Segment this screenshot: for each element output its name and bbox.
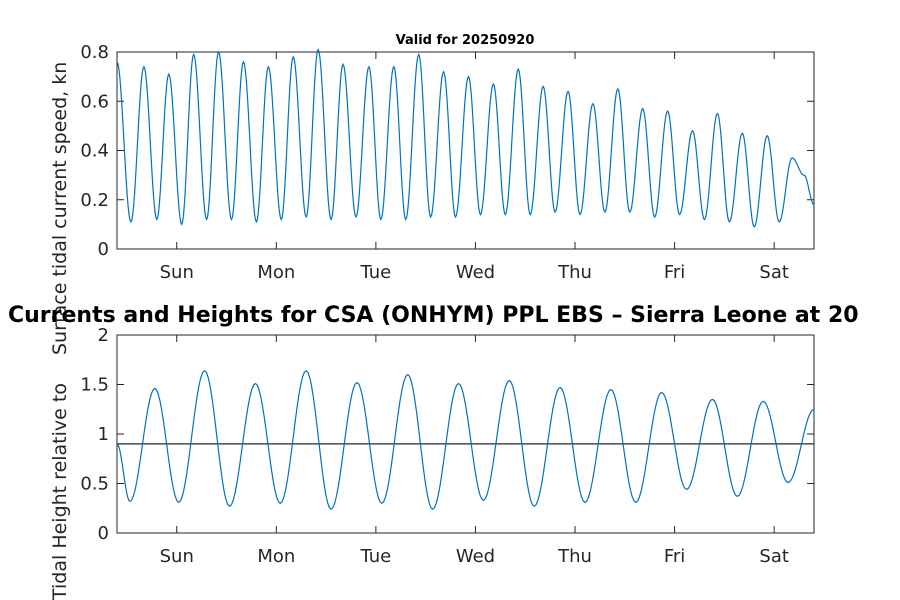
current-y-ticks: 0 0.2 0.4 0.6 0.8 — [80, 42, 814, 260]
height-x-tick-label: Mon — [257, 546, 295, 567]
height-axes-box — [116, 334, 815, 534]
height-y-tick-label: 0 — [98, 523, 109, 544]
current-panel-title: Valid for 20250920 — [396, 33, 535, 48]
current-y-tick-label: 0 — [98, 239, 109, 260]
current-y-tick-label: 0.8 — [80, 42, 109, 63]
height-x-tick-label: Wed — [456, 546, 495, 567]
height-y-tick-label: 1.5 — [80, 375, 109, 396]
height-y-axis-label: Tidal Height relative to — [49, 383, 71, 600]
current-axes-box — [116, 51, 815, 250]
current-x-tick-label: Mon — [257, 262, 295, 283]
current-x-ticks: Sun Mon Tue Wed Thu Fri Sat — [160, 52, 789, 283]
height-y-tick-label: 0.5 — [80, 474, 109, 495]
current-y-axis-label: Surface tidal current speed, kn — [49, 62, 71, 355]
current-x-tick-label: Fri — [664, 262, 685, 283]
figure-main-title: Currents and Heights for CSA (ONHYM) PPL… — [8, 303, 859, 328]
current-x-tick-label: Wed — [456, 262, 495, 283]
current-speed-line — [116, 47, 815, 228]
current-y-tick-label: 0.4 — [80, 141, 109, 162]
current-y-tick-label: 0.6 — [80, 91, 109, 112]
height-y-tick-label: 2 — [98, 325, 109, 346]
height-x-tick-label: Tue — [360, 546, 392, 567]
tidal-height-line — [116, 369, 815, 511]
height-x-ticks: Sun Mon Tue Wed Thu Fri Sat — [160, 335, 789, 567]
height-y-tick-label: 1 — [98, 424, 109, 445]
current-x-tick-label: Thu — [557, 262, 592, 283]
height-x-tick-label: Fri — [664, 546, 685, 567]
current-x-tick-label: Tue — [360, 262, 392, 283]
height-y-ticks: 0 0.5 1 1.5 2 — [80, 325, 814, 544]
height-x-tick-label: Sat — [759, 546, 789, 567]
height-x-tick-label: Thu — [557, 546, 592, 567]
tidal-height-panel: 0 0.5 1 1.5 2 Sun Mon Tue Wed Thu Fri Sat — [80, 325, 815, 567]
height-x-tick-label: Sun — [160, 546, 194, 567]
current-x-tick-label: Sun — [160, 262, 194, 283]
current-y-tick-label: 0.2 — [80, 190, 109, 211]
current-speed-panel: Valid for 20250920 0 0.2 0.4 0.6 0.8 Sun Mon T… — [80, 33, 815, 283]
current-x-tick-label: Sat — [759, 262, 789, 283]
